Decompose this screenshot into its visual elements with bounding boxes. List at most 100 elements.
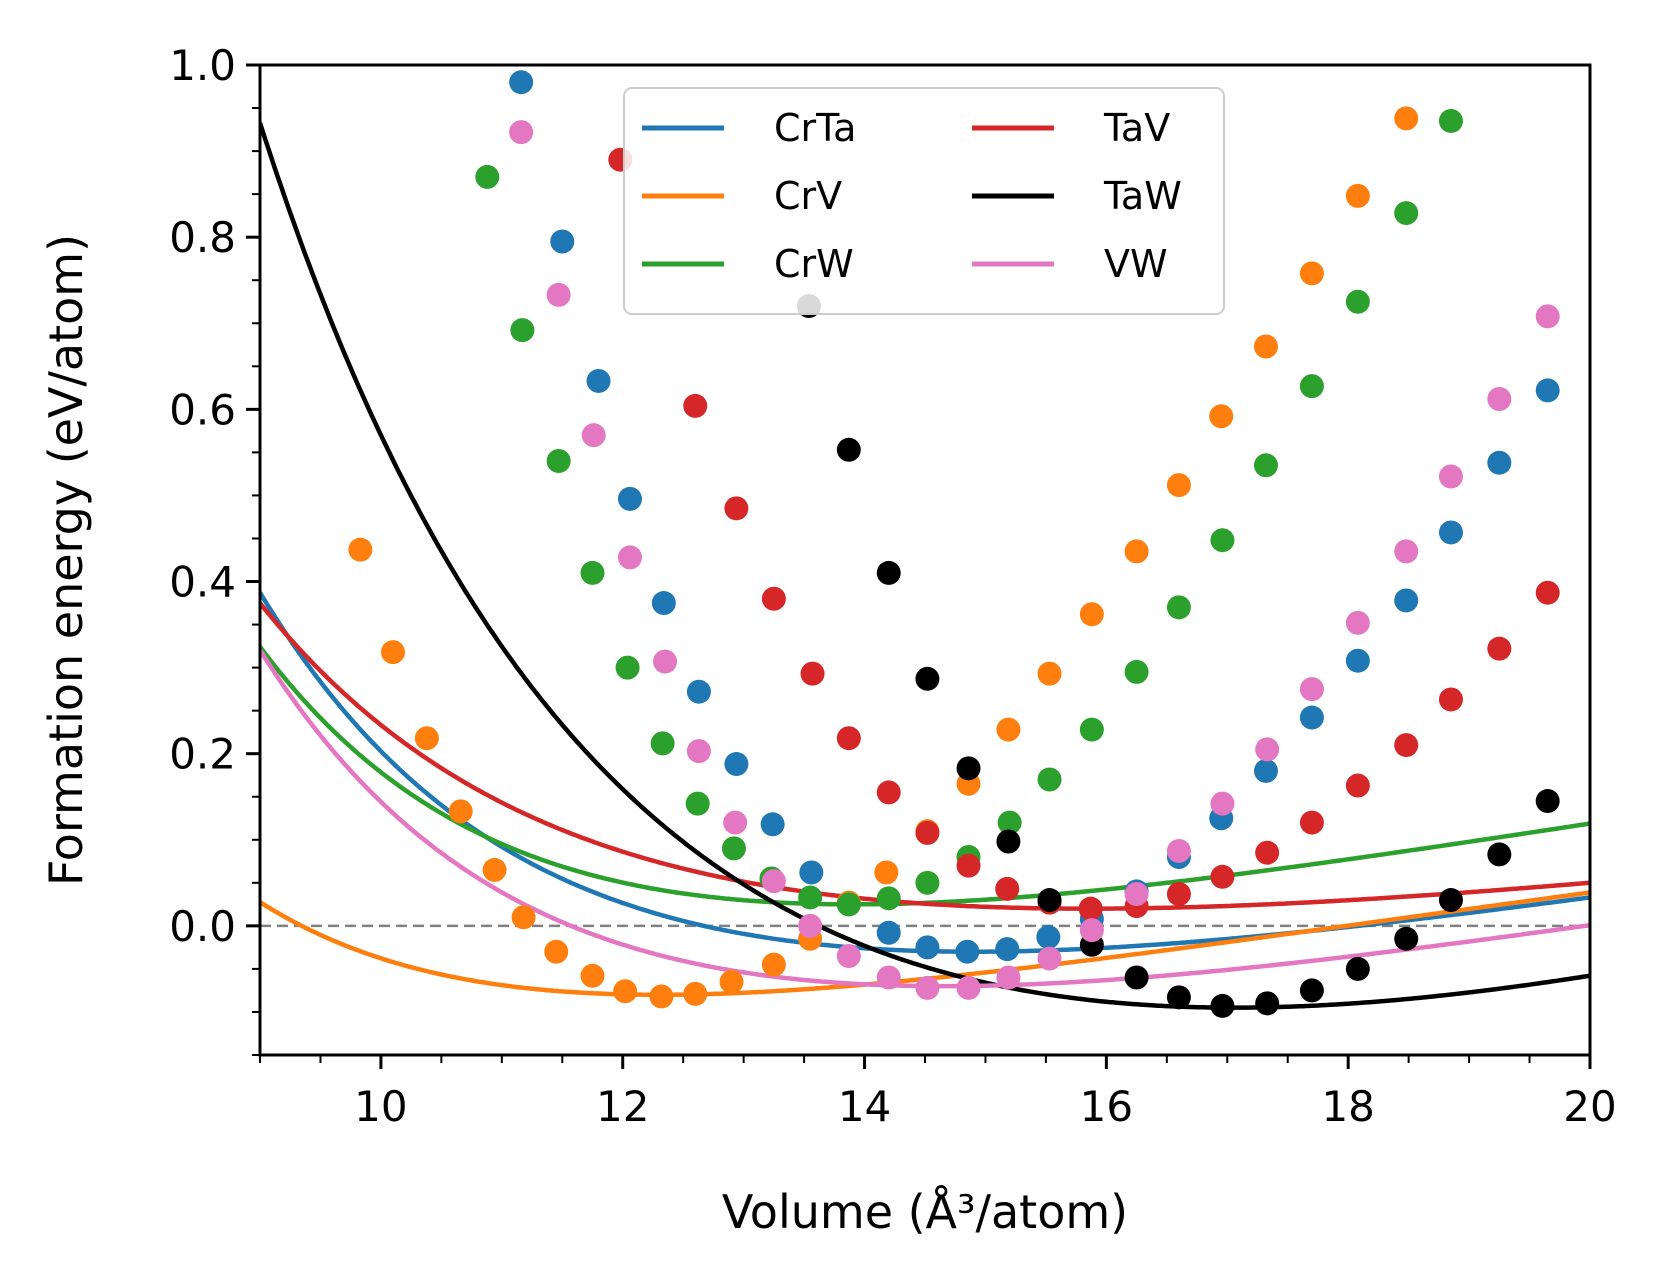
data-point-crv-12 — [761, 952, 786, 977]
data-point-taw-12 — [1299, 978, 1324, 1003]
x-tick-label: 12 — [596, 1082, 649, 1131]
data-point-crv-27 — [1394, 106, 1419, 131]
data-point-vw-1 — [546, 282, 571, 307]
data-point-crta-23 — [1438, 520, 1463, 545]
data-point-tav-13 — [1166, 882, 1191, 907]
data-point-vw-18 — [1210, 791, 1235, 816]
data-point-crw-3 — [580, 560, 605, 585]
data-point-vw-21 — [1345, 610, 1370, 635]
data-point-vw-22 — [1394, 539, 1419, 564]
data-point-vw-13 — [996, 965, 1021, 990]
data-point-taw-10 — [1210, 993, 1235, 1018]
data-point-crv-7 — [580, 963, 605, 988]
data-point-crw-10 — [836, 892, 861, 917]
data-point-vw-23 — [1438, 464, 1463, 489]
data-point-vw-12 — [956, 975, 981, 1000]
data-point-crv-24 — [1253, 334, 1278, 359]
data-point-crv-15 — [874, 860, 899, 885]
data-point-tav-21 — [1535, 580, 1560, 605]
data-point-crv-0 — [348, 537, 373, 562]
data-point-crw-23 — [1394, 201, 1419, 226]
data-point-crw-5 — [650, 731, 675, 756]
data-point-tav-11 — [1078, 896, 1103, 921]
data-point-crv-18 — [996, 717, 1021, 742]
data-point-crv-22 — [1166, 473, 1191, 498]
data-point-vw-5 — [686, 739, 711, 764]
y-axis-ticks: 0.0 0.2 0.4 0.6 0.8 1.0 — [169, 41, 260, 1056]
data-point-crw-11 — [876, 886, 901, 911]
data-point-taw-1 — [836, 437, 861, 462]
data-point-crw-14 — [997, 810, 1022, 835]
data-point-crta-4 — [651, 591, 676, 616]
x-axis-label: Volume (Å³/atom) — [722, 1185, 1128, 1239]
data-point-crw-15 — [1037, 767, 1062, 792]
data-point-crv-5 — [511, 905, 536, 930]
data-point-crw-2 — [546, 449, 571, 473]
data-point-vw-9 — [836, 944, 861, 968]
data-point-crw-18 — [1166, 595, 1191, 620]
data-point-crw-0 — [475, 164, 500, 189]
x-tick-label: 18 — [1321, 1082, 1374, 1131]
data-point-crv-9 — [649, 984, 674, 1009]
data-point-crw-6 — [685, 791, 710, 816]
data-point-taw-3 — [915, 666, 940, 691]
legend-label-crta: CrTa — [774, 106, 856, 150]
data-point-vw-15 — [1079, 918, 1104, 943]
data-point-crta-24 — [1487, 450, 1512, 475]
data-point-taw-17 — [1535, 789, 1560, 814]
data-point-vw-7 — [761, 869, 786, 894]
x-tick-label: 14 — [838, 1082, 891, 1131]
data-point-crv-10 — [683, 981, 708, 1006]
data-point-vw-20 — [1299, 677, 1324, 702]
fit-curve-taw — [260, 122, 1590, 1010]
data-point-tav-5 — [836, 726, 861, 751]
data-point-crta-1 — [550, 229, 575, 254]
data-point-taw-16 — [1487, 842, 1512, 867]
data-point-tav-3 — [761, 586, 786, 611]
data-point-crv-4 — [482, 857, 507, 882]
data-point-crta-3 — [617, 486, 642, 511]
y-tick-label: 1.0 — [169, 41, 236, 90]
data-point-taw-2 — [876, 560, 901, 585]
data-point-crta-12 — [955, 939, 980, 964]
data-point-vw-4 — [653, 649, 678, 674]
data-point-crw-7 — [721, 836, 746, 861]
data-point-crta-6 — [724, 752, 749, 777]
data-point-taw-5 — [996, 829, 1021, 854]
data-point-tav-9 — [995, 876, 1020, 901]
data-point-crta-0 — [509, 70, 534, 95]
data-point-taw-14 — [1394, 926, 1419, 951]
data-point-crta-2 — [586, 368, 611, 393]
data-point-vw-8 — [798, 913, 823, 938]
data-point-crw-17 — [1124, 659, 1149, 684]
data-point-tav-17 — [1345, 773, 1370, 798]
legend-box — [623, 87, 1225, 315]
data-point-crw-1 — [510, 318, 535, 343]
data-point-crv-23 — [1209, 404, 1234, 429]
data-point-crta-14 — [1036, 925, 1061, 950]
data-point-crw-22 — [1345, 289, 1370, 314]
data-point-tav-4 — [800, 661, 825, 686]
x-tick-label: 10 — [354, 1082, 407, 1131]
data-point-vw-17 — [1166, 838, 1191, 863]
data-point-tav-18 — [1394, 733, 1419, 758]
data-point-crv-21 — [1124, 539, 1149, 564]
data-point-vw-11 — [915, 975, 940, 1000]
x-axis-ticks: 10 12 14 16 18 20 — [259, 1055, 1617, 1131]
data-point-crta-10 — [876, 920, 901, 945]
data-point-vw-16 — [1124, 882, 1149, 907]
y-tick-label: 0.2 — [169, 730, 236, 779]
data-point-vw-14 — [1037, 946, 1062, 971]
data-point-crta-19 — [1253, 758, 1278, 783]
data-point-tav-2 — [724, 496, 749, 521]
data-point-crv-25 — [1299, 261, 1324, 286]
data-point-tav-1 — [683, 393, 708, 418]
y-tick-label: 0.6 — [169, 385, 236, 434]
legend-label-tav: TaV — [1103, 106, 1170, 150]
data-point-taw-11 — [1255, 991, 1280, 1016]
data-point-crv-2 — [414, 726, 439, 751]
data-point-tav-19 — [1438, 687, 1463, 712]
data-point-tav-20 — [1487, 636, 1512, 661]
data-point-crw-16 — [1079, 717, 1104, 742]
data-point-crta-20 — [1299, 705, 1324, 730]
